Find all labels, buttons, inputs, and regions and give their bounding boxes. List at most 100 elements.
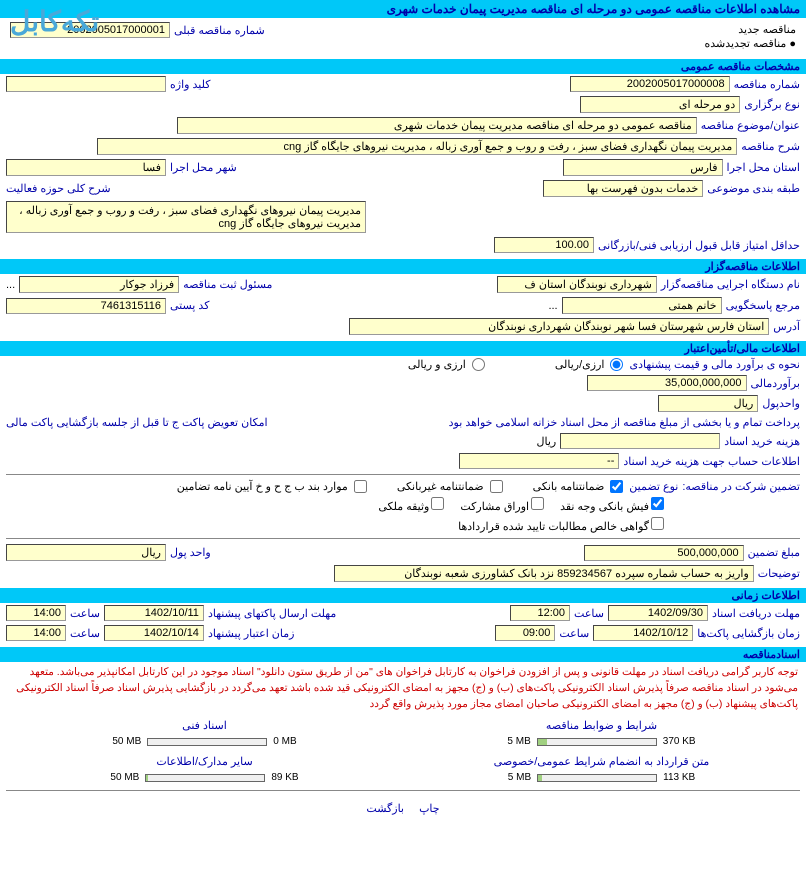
estimate-label: برآوردمالی [751,377,800,390]
g4-label: فیش بانکی وجه نقد [560,501,649,513]
receive-date: 1402/09/30 [608,605,708,621]
new-tender-label: مناقصه جدید [704,23,796,36]
radio-fx[interactable] [472,358,485,371]
section-organizer: اطلاعات مناقصه‌گزار [0,259,806,274]
activity-desc-value: مدیریت پیمان نیروهای نگهداری فضای سبز ، … [6,201,366,233]
open-label: زمان بازگشایی پاکت‌ها [697,627,800,640]
exec-value: شهرداری نوبندگان استان ف [497,276,657,293]
reg-officer-label: مسئول ثبت مناقصه [183,278,272,291]
g1-label: ضمانتنامه بانکی [533,480,605,493]
check-g4[interactable] [651,497,664,510]
acct-info-label: اطلاعات حساب جهت هزینه خرید اسناد [623,455,800,468]
g7-label: گواهی خالص مطالبات تایید شده قراردادها [458,521,649,533]
file-bar-2: 50 MB 0 MB [26,736,383,747]
g-type-label: نوع تضمین [629,480,678,493]
responder-value: خانم همتی [562,297,722,314]
send-time: 14:00 [6,605,66,621]
opt-fx-label: ارزی و ریالی [408,358,466,371]
file-col2-title: اسناد فنی [26,719,383,732]
currency-unit-value: ریال [6,544,166,561]
currency-value: ریال [658,395,758,412]
dots-icon[interactable]: ... [6,279,15,291]
desc-value: مدیریت پیمان نگهداری فضای سبز ، رفت و رو… [97,138,737,155]
file-col3-title: متن قرارداد به انضمام شرایط عمومی/خصوصی [423,755,780,768]
acct-info-value: -- [459,453,619,469]
category-label: طبقه بندی موضوعی [707,182,800,195]
remarks-value: واریز به حساب شماره سپرده 859234567 نزد … [334,565,754,582]
file-col4-title: سایر مدارک/اطلاعات [26,755,383,768]
open-time: 09:00 [495,625,555,641]
page-title: مشاهده اطلاعات مناقصه عمومی دو مرحله ای … [0,0,806,18]
bar-fill-4 [146,775,147,781]
check-g1[interactable] [610,480,623,493]
file-bar-4: 50 MB 89 KB [26,772,383,783]
top-meta: مناقصه جدید مناقصه تجدیدشده شماره مناقصه… [0,18,806,55]
category-value: خدمات بدون فهرست بها [543,180,703,197]
doc-fee-unit: ریال [536,435,556,448]
guarantee-amt-value: 500,000,000 [584,545,744,561]
doc-fee-label: هزینه خرید اسناد [724,435,800,448]
g6-label: وثیقه ملکی [378,501,429,513]
print-link[interactable]: چاپ [419,803,440,815]
g5-label: اوراق مشارکت [460,501,529,513]
opt-rial-label: ارزی/ریالی [555,358,605,371]
exec-label: نام دستگاه اجرایی مناقصه‌گزار [661,278,800,291]
receive-label: مهلت دریافت اسناد [712,607,800,620]
file-bar-3: 5 MB 113 KB [423,772,780,783]
keyword-label: کلید واژه [170,78,210,91]
reg-officer-value: فرزاد جوکار [19,276,179,293]
g2-label: ضمانتنامه غیربانکی [397,480,484,493]
receive-time: 12:00 [510,605,570,621]
estimate-value: 35,000,000,000 [587,375,747,391]
activity-desc-label: شرح کلی حوزه فعالیت [6,182,111,195]
min-score-label: حداقل امتیاز قابل قبول ارزیابی فنی/بازرگ… [598,239,800,252]
send-label: مهلت ارسال پاکتهای پیشنهاد [208,607,336,620]
province-value: فارس [563,159,723,176]
province-label: استان محل اجرا [727,161,800,174]
radio-rial[interactable] [610,358,623,371]
check-g6[interactable] [431,497,444,510]
subject-value: مناقصه عمومی دو مرحله ای مناقصه مدیریت پ… [177,117,697,134]
subject-label: عنوان/موضوع مناقصه [701,119,800,132]
dots-icon[interactable]: ... [548,300,557,312]
currency-unit-label: واحد پول [170,546,211,559]
valid-time-label: ساعت [70,627,100,640]
back-link[interactable]: بازگشت [366,803,404,815]
payment-note: پرداخت تمام و یا بخشی از مبلغ مناقصه از … [449,416,800,429]
postal-value: 7461315116 [6,298,166,314]
postal-label: کد پستی [170,299,209,312]
price-method-label: نحوه ی برآورد مالی و قیمت پیشنهادی [629,358,800,371]
prev-tender-num-label: شماره مناقصه قبلی [174,24,265,37]
file-col1-title: شرایط و ضوابط مناقصه [423,719,780,732]
check-g3[interactable] [354,480,367,493]
send-date: 1402/10/11 [104,605,204,621]
responder-label: مرجع پاسخگویی [726,299,800,312]
guarantee-label: تضمین شرکت در مناقصه: [682,480,800,493]
receive-time-label: ساعت [574,607,604,620]
section-general: مشخصات مناقصه عمومی [0,59,806,74]
tender-num-label: شماره مناقصه [734,78,800,91]
section-financial: اطلاعات مالی/تأمین‌اعتبار [0,341,806,356]
doc-fee-value [560,433,720,449]
send-time-label: ساعت [70,607,100,620]
valid-time: 14:00 [6,625,66,641]
open-date: 1402/10/12 [593,625,693,641]
city-label: شهر محل اجرا [170,161,237,174]
check-g7[interactable] [651,517,664,530]
currency-label: واحدپول [762,397,800,410]
guarantee-amt-label: مبلغ تضمین [748,546,800,559]
min-score-value: 100.00 [494,237,594,253]
address-value: استان فارس شهرستان فسا شهر نوبندگان شهرد… [349,318,769,335]
address-label: آدرس [773,320,800,333]
section-docs: اسنادمناقصه [0,647,806,662]
tender-num-value: 2002005017000008 [570,76,730,92]
city-value: فسا [6,159,166,176]
check-g5[interactable] [531,497,544,510]
check-g2[interactable] [490,480,503,493]
valid-label: زمان اعتبار پیشنهاد [208,627,295,640]
section-timing: اطلاعات زمانی [0,588,806,603]
g3-label: موارد بند ب ج ح و خ آیین نامه تضامین [177,480,348,493]
keyword-value [6,76,166,92]
desc-label: شرح مناقصه [741,140,800,153]
remarks-label: توضیحات [758,567,800,580]
